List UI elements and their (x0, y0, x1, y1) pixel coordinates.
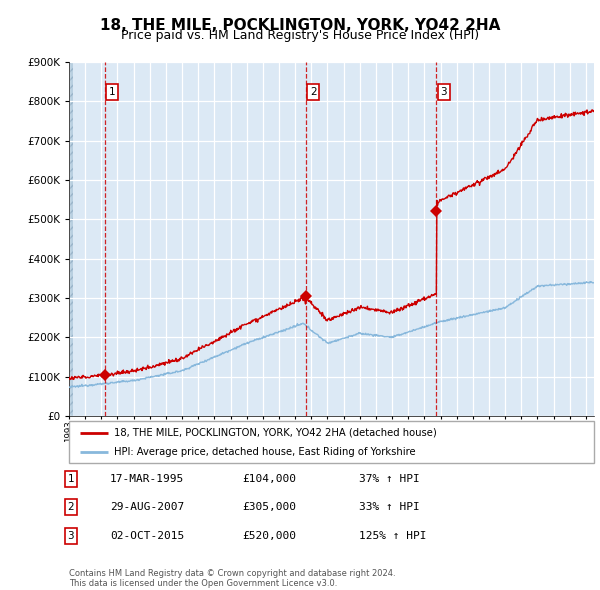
Text: 17-MAR-1995: 17-MAR-1995 (110, 474, 184, 484)
Text: 125% ↑ HPI: 125% ↑ HPI (359, 531, 426, 540)
Text: 2: 2 (67, 503, 74, 512)
Polygon shape (69, 62, 73, 416)
Text: £520,000: £520,000 (242, 531, 296, 540)
Text: 18, THE MILE, POCKLINGTON, YORK, YO42 2HA: 18, THE MILE, POCKLINGTON, YORK, YO42 2H… (100, 18, 500, 32)
Text: 37% ↑ HPI: 37% ↑ HPI (359, 474, 419, 484)
Text: 3: 3 (440, 87, 447, 97)
Text: 1: 1 (67, 474, 74, 484)
Text: 18, THE MILE, POCKLINGTON, YORK, YO42 2HA (detached house): 18, THE MILE, POCKLINGTON, YORK, YO42 2H… (113, 428, 436, 438)
FancyBboxPatch shape (69, 421, 594, 463)
Text: Price paid vs. HM Land Registry's House Price Index (HPI): Price paid vs. HM Land Registry's House … (121, 30, 479, 42)
Text: Contains HM Land Registry data © Crown copyright and database right 2024.
This d: Contains HM Land Registry data © Crown c… (69, 569, 395, 588)
Text: 33% ↑ HPI: 33% ↑ HPI (359, 503, 419, 512)
Text: £104,000: £104,000 (242, 474, 296, 484)
Text: £305,000: £305,000 (242, 503, 296, 512)
Text: 29-AUG-2007: 29-AUG-2007 (110, 503, 184, 512)
Text: 2: 2 (310, 87, 316, 97)
Text: 3: 3 (67, 531, 74, 540)
Text: 1: 1 (109, 87, 115, 97)
Text: HPI: Average price, detached house, East Riding of Yorkshire: HPI: Average price, detached house, East… (113, 447, 415, 457)
Text: 02-OCT-2015: 02-OCT-2015 (110, 531, 184, 540)
